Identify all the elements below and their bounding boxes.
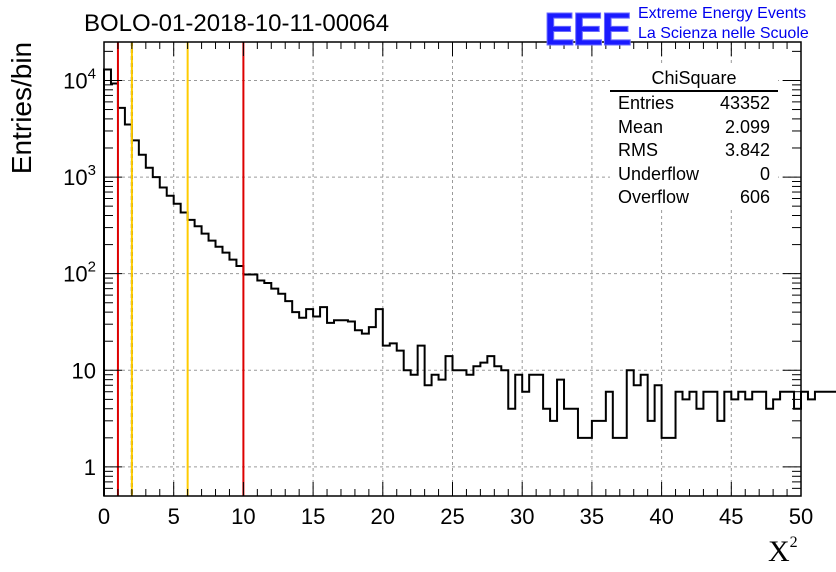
eee-logo-text: Extreme Energy Events La Scienza nelle S… <box>638 4 809 44</box>
stats-label: Mean <box>618 116 664 137</box>
stats-value: 43352 <box>719 93 770 113</box>
y-tick-label: 102 <box>63 259 96 287</box>
stats-label: Overflow <box>618 187 690 207</box>
stats-value: 2.099 <box>724 116 770 137</box>
x-axis-label-exponent: 2 <box>789 534 798 551</box>
x-tick-label: 45 <box>719 504 743 529</box>
stats-label: Entries <box>618 93 675 113</box>
y-tick-label-base: 10 <box>63 165 87 190</box>
x-tick-label: 5 <box>168 504 180 529</box>
stats-row-entries: Entries 43352 <box>610 92 778 116</box>
stats-value: 3.842 <box>724 140 770 160</box>
x-tick-label: 15 <box>301 504 325 529</box>
x-tick-label: 50 <box>789 504 813 529</box>
x-tick-label: 10 <box>231 504 255 529</box>
y-tick-label-base: 10 <box>63 68 87 93</box>
y-tick-label: 1 <box>84 455 96 480</box>
y-tick-label: 10 <box>72 358 96 383</box>
stats-title: ChiSquare <box>610 66 778 92</box>
x-axis-label-base: X <box>768 535 790 568</box>
stats-box: ChiSquare Entries 43352 Mean 2.099 RMS 3.84… <box>610 66 778 210</box>
logo-line-1: Extreme Energy Events <box>638 5 807 22</box>
x-tick-label: 0 <box>98 504 110 529</box>
x-axis-label: X2 <box>768 534 798 569</box>
stats-row-mean: Mean 2.099 <box>610 116 778 140</box>
logo-line-2: La Scienza nelle Scuole <box>638 25 809 42</box>
stats-row-underflow: Underflow 0 <box>610 163 778 187</box>
stats-row-overflow: Overflow 606 <box>610 186 778 210</box>
y-axis-label: Entries/bin <box>6 41 37 175</box>
plot-frame <box>103 41 802 497</box>
x-tick-label: 35 <box>580 504 604 529</box>
y-tick-label-exponent: 2 <box>88 259 96 276</box>
stats-label: Underflow <box>618 163 700 184</box>
stats-row-rms: RMS 3.842 <box>610 139 778 163</box>
eee-logo: EEE <box>543 3 632 56</box>
x-tick-label: 30 <box>510 504 534 529</box>
y-tick-label: 104 <box>63 65 96 93</box>
stats-value: 606 <box>739 187 770 207</box>
x-tick-label: 20 <box>371 504 395 529</box>
y-tick-label-exponent: 3 <box>88 162 96 179</box>
y-tick-label-base: 10 <box>63 262 87 287</box>
y-tick-label-exponent: 4 <box>88 65 96 82</box>
x-tick-label: 40 <box>649 504 673 529</box>
x-tick-label: 25 <box>440 504 464 529</box>
y-tick-label: 103 <box>63 162 96 190</box>
stats-value: 0 <box>759 163 770 184</box>
stats-label: RMS <box>618 140 658 160</box>
chart-title: BOLO-01-2018-10-11-00064 <box>84 10 390 37</box>
